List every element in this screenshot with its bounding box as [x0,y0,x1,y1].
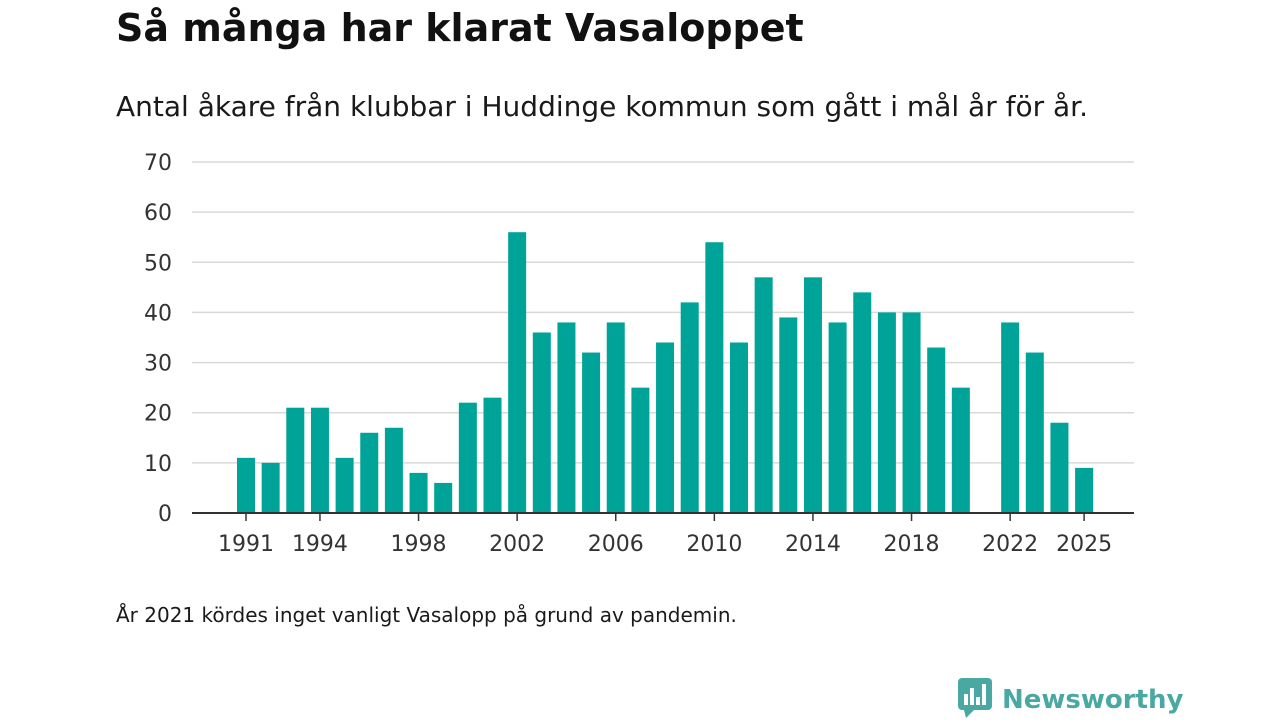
bar-2016 [853,292,872,513]
y-tick-label: 0 [158,502,172,527]
x-tick-label: 2014 [785,532,841,557]
bar-2018 [902,312,921,513]
x-tick-label: 2022 [982,532,1038,557]
bar-2012 [754,277,773,513]
y-axis-ticks: 0 10 20 30 40 50 60 70 [144,151,172,527]
chart-subtitle: Antal åkare från klubbar i Huddinge komm… [116,90,1089,123]
y-tick-label: 20 [144,402,172,427]
x-tick-label: 1991 [218,532,274,557]
bar-2010 [705,242,724,513]
x-tick-label: 2010 [686,532,742,557]
bar-2017 [877,312,896,513]
y-tick-label: 60 [144,201,172,226]
bar-2006 [606,322,625,513]
x-tick-label: 2025 [1056,532,1112,557]
x-tick-label: 1998 [391,532,447,557]
brand-name: Newsworthy [1002,685,1184,715]
bar-2008 [656,342,675,513]
bar-2014 [803,277,822,513]
bar-2023 [1025,352,1044,513]
x-tick-label: 2018 [884,532,940,557]
y-tick-label: 50 [144,251,172,276]
x-tick-label: 2006 [588,532,644,557]
y-tick-label: 10 [144,452,172,477]
chart-title: Så många har klarat Vasaloppet [116,6,804,50]
bar-1999 [434,482,453,513]
y-tick-label: 30 [144,352,172,377]
bar-1996 [360,432,379,513]
bar-2011 [730,342,748,513]
bar-2019 [927,347,946,513]
bar-2015 [828,322,847,513]
bar-2000 [458,402,477,513]
bar-2007 [631,387,650,513]
bar-2009 [680,302,699,513]
bar-2025 [1075,467,1094,513]
bar-2003 [532,332,551,513]
bar-1997 [384,427,403,513]
bar-1991 [237,457,255,513]
bar-1998 [409,472,428,513]
bar-2004 [557,322,576,513]
x-tick-label: 2002 [489,532,545,557]
y-tick-label: 70 [144,151,172,176]
bar-chart: 0 10 20 30 40 50 60 70 1991 1994 1998 2002 2006 2010… [144,151,1134,557]
bar-2020 [951,387,970,513]
bars [237,232,1094,513]
y-tick-label: 40 [144,301,172,326]
bar-2001 [483,397,502,513]
x-axis-ticks: 1991 1994 1998 2002 2006 2010 2014 2018 2022 2025 [218,513,1112,557]
brand-logo: Newsworthy [958,678,1183,722]
bar-2024 [1050,422,1069,513]
footnote: År 2021 kördes inget vanligt Vasalopp på… [116,603,737,627]
bar-2013 [779,317,798,513]
bar-2002 [508,232,527,513]
bar-1995 [335,457,354,513]
x-tick-label: 1994 [292,532,348,557]
newsworthy-logo-icon [958,678,992,722]
bar-1993 [286,407,305,513]
bar-1992 [261,462,280,513]
bar-1994 [310,407,329,513]
bar-2005 [582,352,601,513]
bar-2022 [1001,322,1020,513]
